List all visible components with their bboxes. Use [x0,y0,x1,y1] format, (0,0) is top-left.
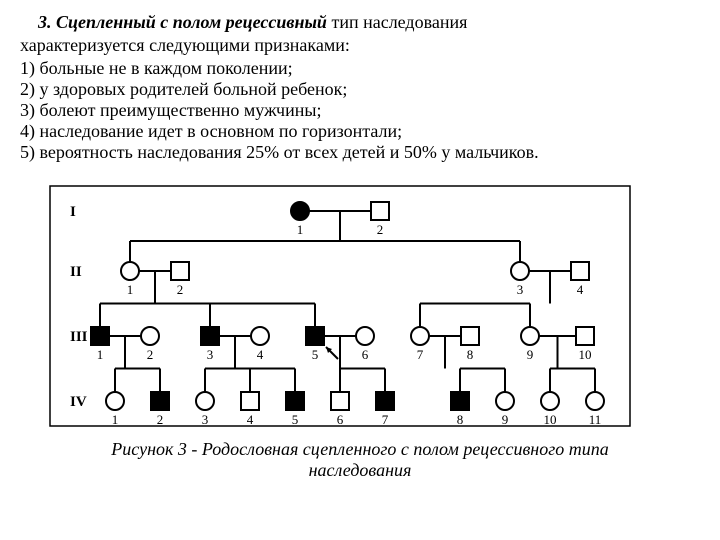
heading: 3. Сцепленный с полом рецессивный тип на… [20,12,700,33]
intro: характеризуется следующими признаками: [20,35,700,56]
heading-number: 3. [38,12,52,32]
svg-text:II: II [70,264,82,280]
svg-text:6: 6 [362,347,369,362]
svg-text:4: 4 [247,412,254,427]
svg-text:1: 1 [112,412,119,427]
svg-text:2: 2 [157,412,164,427]
svg-text:7: 7 [417,347,424,362]
svg-text:I: I [70,204,76,220]
svg-text:2: 2 [147,347,154,362]
heading-strong: Сцепленный с полом рецессивный [56,12,327,32]
list-item: 1) больные не в каждом поколении; [20,58,700,79]
svg-text:3: 3 [517,282,524,297]
caption-line2: наследования [309,460,412,480]
svg-text:5: 5 [292,412,299,427]
svg-text:3: 3 [207,347,214,362]
figure-caption: Рисунок 3 - Родословная сцепленного с по… [20,439,700,481]
svg-text:10: 10 [544,412,557,427]
svg-text:7: 7 [382,412,389,427]
svg-text:2: 2 [377,222,384,237]
pedigree-svg: IIIIIIIV121234123456789101234567891011 [40,181,640,431]
list-item: 5) вероятность наследования 25% от всех … [20,142,700,163]
svg-text:3: 3 [202,412,209,427]
svg-text:11: 11 [589,412,602,427]
feature-list: 1) больные не в каждом поколении; 2) у з… [20,58,700,163]
svg-text:IV: IV [70,394,87,410]
svg-text:III: III [70,329,88,345]
svg-text:9: 9 [527,347,534,362]
svg-text:9: 9 [502,412,509,427]
caption-line1: Рисунок 3 - Родословная сцепленного с по… [111,439,609,459]
svg-text:8: 8 [457,412,464,427]
svg-text:2: 2 [177,282,184,297]
svg-text:8: 8 [467,347,474,362]
list-item: 4) наследование идет в основном по гориз… [20,121,700,142]
list-item: 3) болеют преимущественно мужчины; [20,100,700,121]
svg-text:10: 10 [579,347,592,362]
heading-rest: тип наследования [327,12,467,32]
svg-text:4: 4 [577,282,584,297]
svg-text:1: 1 [97,347,104,362]
svg-text:5: 5 [312,347,319,362]
svg-text:6: 6 [337,412,344,427]
list-item: 2) у здоровых родителей больной ребенок; [20,79,700,100]
svg-text:1: 1 [127,282,134,297]
pedigree-figure: IIIIIIIV121234123456789101234567891011 [40,181,680,431]
svg-text:1: 1 [297,222,304,237]
svg-text:4: 4 [257,347,264,362]
